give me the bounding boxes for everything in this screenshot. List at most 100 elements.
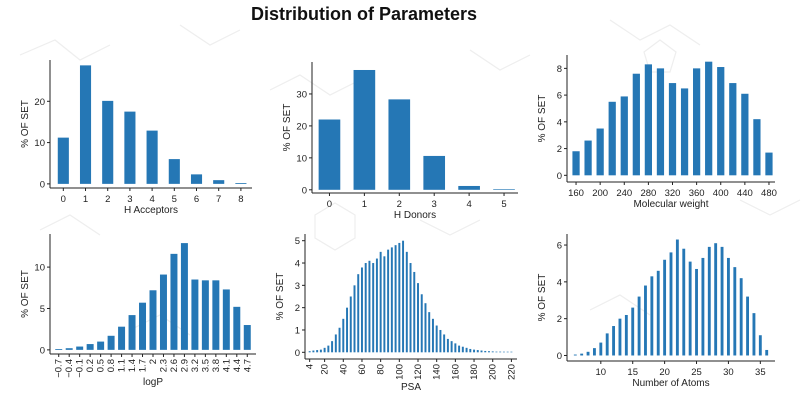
x-tick-label: 440 [737,188,753,199]
bar [146,130,158,184]
bar [170,253,178,350]
bar [469,348,472,353]
x-tick-label: 320 [665,188,681,199]
bar [439,329,442,353]
bar [765,349,769,356]
x-tick-label: 1 [362,199,367,210]
bar [580,353,584,356]
bar [318,119,341,190]
bar [364,263,367,353]
y-tick-label: 2 [557,144,562,155]
bar [695,268,698,356]
bar [97,341,105,350]
bar [357,274,360,353]
bar [323,347,326,353]
y-tick-label: 0 [295,348,300,359]
y-tick-label: 0 [557,351,562,362]
y-tick-label: 10 [296,153,307,164]
bar [510,351,513,353]
bar [484,350,487,353]
bar [618,318,622,356]
bar [717,67,725,176]
bar [128,315,136,350]
bar [79,65,92,184]
y-tick-label: 0 [302,185,307,196]
bar [443,334,446,353]
bar [458,345,461,353]
x-tick-label: 2 [397,199,402,210]
bar [405,251,408,353]
bar [212,280,220,350]
y-tick-label: 4 [295,259,300,270]
bar [644,64,652,176]
x-tick-label: 4 [466,199,471,210]
y-tick-label: 20 [34,97,45,108]
bar [473,349,476,353]
x-tick-label: 7 [216,194,221,205]
y-tick-label: 10 [34,263,45,274]
x-tick-label: 40 [338,364,349,375]
x-tick-label: 4 [149,194,154,205]
bar [733,267,737,356]
bar [57,137,69,184]
x-tick-label: 25 [691,367,702,378]
x-tick-label: 160 [450,364,461,380]
y-axis-label: % OF SET [275,273,286,321]
bar [76,346,84,350]
bar [688,261,692,356]
bar [705,61,713,176]
bar [720,246,724,356]
bar [729,83,737,176]
bar [573,354,577,356]
x-tick-label: 3.5 [200,359,211,372]
y-tick-label: 4 [557,277,562,288]
bar [319,349,322,353]
bar [620,96,628,176]
x-tick-label: 2 [105,194,110,205]
y-tick-label: 2 [557,314,562,325]
x-tick-label: 20 [659,367,670,378]
x-tick-label: 200 [592,188,608,199]
bar [608,101,616,176]
x-axis-label: Molecular weight [633,199,708,210]
bar [388,99,411,190]
bar [86,344,94,350]
y-tick-label: 0 [557,171,562,182]
bar [222,289,230,350]
x-axis-label: PSA [401,382,421,393]
bar [680,88,689,176]
x-tick-label: 15 [627,367,638,378]
bar [372,263,375,353]
bar [233,306,241,350]
x-tick-label: 3 [432,199,437,210]
x-tick-label: 220 [506,364,517,380]
bar [495,351,498,353]
x-axis-label: H Donors [394,210,436,221]
x-tick-label: 4.1 [221,359,232,372]
bar [631,307,635,356]
bar [726,257,730,356]
bar [752,313,756,356]
x-tick-label: 4.4 [232,359,243,372]
bar [707,246,711,356]
bar [663,259,667,356]
x-tick-label: 280 [640,188,656,199]
y-tick-label: 2 [295,303,300,314]
bar [387,249,390,353]
x-tick-label: 30 [723,367,734,378]
x-tick-label: 1.4 [127,359,138,372]
y-axis-label: % OF SET [282,104,293,152]
bar [327,345,330,353]
x-tick-label: 5 [501,199,506,210]
x-tick-label: 360 [689,188,705,199]
bar [765,152,773,176]
bar [168,159,180,184]
bar [413,271,416,353]
bar [409,263,412,353]
bar [599,342,603,356]
bar [605,333,609,356]
bar [398,242,401,353]
x-tick-label: 1.7 [138,359,149,372]
